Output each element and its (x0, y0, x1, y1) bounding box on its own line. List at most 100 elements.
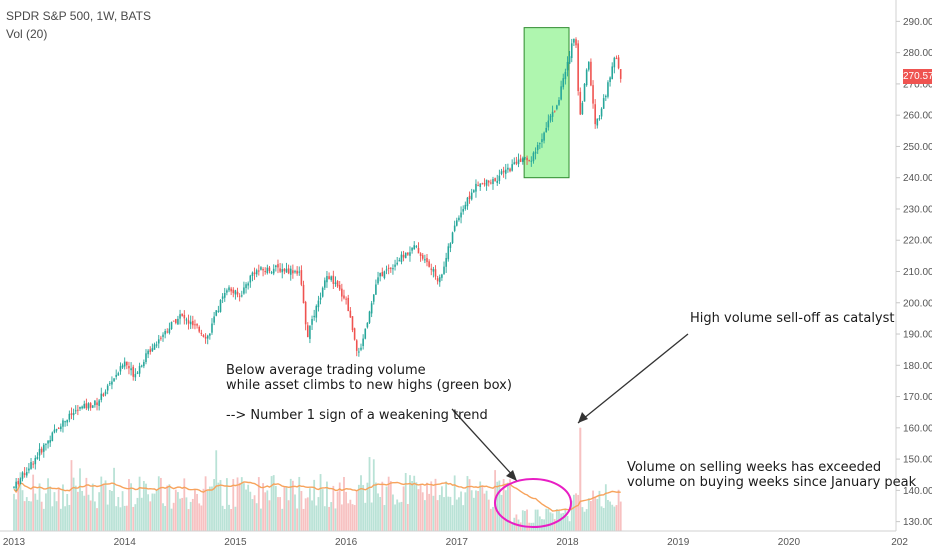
time-axis[interactable]: 2013 2014 2015 2016 2017 2018 2019 2020 202 (3, 537, 909, 548)
candle-up (556, 105, 558, 110)
candle-up (228, 287, 230, 291)
volume-bar (357, 484, 360, 531)
volume-bar (415, 482, 418, 531)
candle-down (417, 247, 420, 254)
volume-bar (619, 501, 622, 531)
volume-bar (81, 490, 84, 531)
candle-down (200, 332, 203, 334)
volume-bar (162, 503, 164, 531)
candle-up (360, 347, 362, 350)
candle-up (587, 62, 590, 70)
candle-up (47, 440, 49, 444)
volume-bar (362, 485, 365, 531)
candle-down (528, 160, 530, 162)
volume-bar (260, 508, 262, 531)
candle-up (177, 318, 179, 325)
candle-up (326, 276, 328, 283)
candle-up (492, 179, 494, 185)
volume-bar (232, 479, 235, 531)
candle-up (21, 472, 24, 479)
candle-up (362, 338, 364, 347)
volume-bar (294, 494, 296, 531)
candle-up (270, 272, 273, 274)
candle-up (432, 268, 435, 272)
candle-up (189, 321, 192, 325)
volume-bar (309, 488, 311, 531)
volume-bar (72, 477, 75, 531)
y-tick-label: 150.00 (903, 455, 932, 466)
candle-up (404, 252, 407, 259)
volume-bar (330, 502, 333, 531)
volume-bar (102, 484, 105, 531)
candle-up (266, 267, 269, 274)
candle-up (45, 443, 47, 445)
volume-bar (291, 480, 294, 531)
volume-bar (262, 483, 264, 531)
candle-up (598, 118, 601, 120)
volume-bar (402, 486, 405, 531)
volume-bar (62, 484, 64, 531)
candle-up (72, 413, 75, 416)
volume-bar (477, 491, 479, 531)
candle-down (70, 413, 73, 415)
x-tick-label: 2015 (224, 537, 247, 548)
volume-bar (432, 495, 435, 531)
volume-bar (138, 476, 141, 531)
candle-up (464, 204, 467, 210)
x-tick-label: 2018 (556, 537, 579, 548)
volume-bar (159, 477, 162, 531)
candle-up (562, 78, 565, 88)
volume-bar (234, 506, 237, 531)
candle-down (494, 178, 496, 182)
y-tick-label: 200.00 (903, 298, 932, 309)
volume-bar (32, 474, 35, 531)
candle-down (490, 182, 492, 184)
candle-up (240, 295, 243, 297)
volume-bar (555, 509, 558, 531)
candle-up (470, 192, 473, 200)
candle-up (219, 299, 222, 312)
volume-bar (396, 499, 399, 531)
candle-up (602, 98, 605, 109)
candle-up (485, 179, 488, 186)
volume-bar (64, 506, 66, 531)
x-tick-label: 2016 (335, 537, 358, 548)
volume-bar (451, 505, 454, 531)
candle-up (364, 328, 367, 339)
volume-bar (575, 493, 577, 531)
volume-bar (404, 472, 407, 531)
candle-up (611, 66, 614, 80)
volume-bar (279, 497, 282, 531)
candle-up (536, 144, 539, 151)
low-volume-ellipse (494, 478, 572, 528)
price-axis[interactable]: 290.00 280.00 270.00 260.00 250.00 240.00 230.… (896, 17, 932, 528)
candle-up (566, 61, 569, 71)
volume-bar (198, 503, 201, 531)
candle-down (477, 185, 479, 187)
volume-bar (445, 481, 448, 531)
candle-up (600, 108, 603, 117)
volume-bar (609, 501, 611, 531)
candle-up (458, 217, 460, 221)
volume-bar (566, 515, 569, 531)
volume-bar (607, 499, 609, 531)
candle-up (98, 400, 100, 406)
volume-bar (223, 509, 226, 531)
candle-down (590, 61, 592, 86)
volume-bar (57, 487, 60, 531)
volume-bar (249, 491, 252, 531)
volume-bar (238, 482, 241, 531)
annotation-selling-weeks-2: volume on buying weeks since January pea… (627, 475, 917, 490)
candle-up (392, 268, 394, 270)
volume-bar (230, 508, 233, 531)
candle-up (453, 225, 456, 231)
candle-up (334, 282, 337, 284)
volume-bar (434, 478, 437, 531)
volume-bar (515, 514, 518, 531)
candle-up (243, 287, 245, 294)
x-tick-label: 2019 (667, 537, 690, 548)
candle-up (147, 350, 149, 355)
volume-bar (128, 479, 130, 531)
candle-down (89, 403, 92, 408)
